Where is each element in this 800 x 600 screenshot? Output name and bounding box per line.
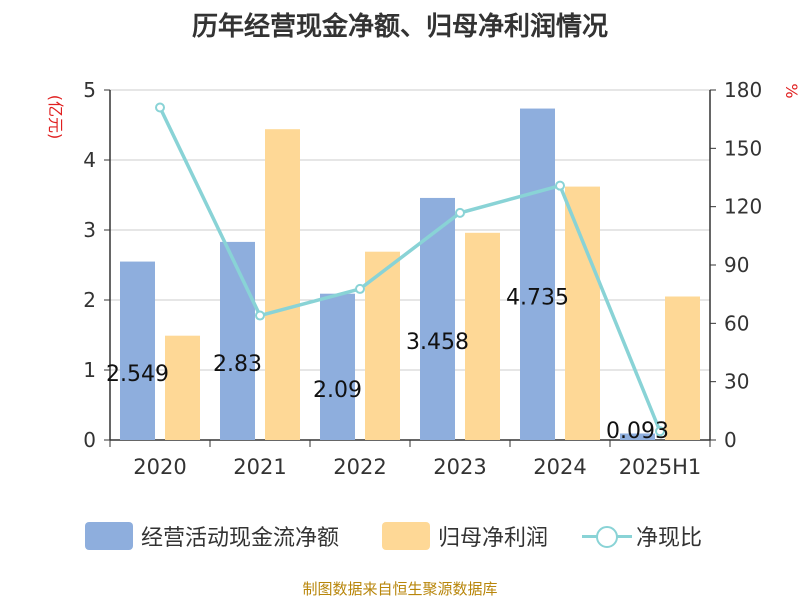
legend-item-profit[interactable]: 归母净利润 — [382, 518, 548, 554]
bar-cash — [520, 108, 555, 441]
y-right-tick-label: 150 — [724, 136, 762, 160]
bar-cash — [620, 433, 655, 440]
legend-item-ratio[interactable]: 净现比 — [582, 518, 702, 554]
bar-profit — [565, 186, 600, 440]
y-right-tick-label: 90 — [724, 253, 749, 277]
data-label-cash: 4.735 — [506, 285, 569, 310]
chart-svg: 0 1 2 3 4 5 0 30 60 90 120 150 180 2020 2021 2022 2023 20… — [46, 78, 800, 479]
legend-label-profit: 归母净利润 — [438, 526, 549, 551]
data-labels: 2.549 2.83 2.09 3.458 4.735 0.093 — [106, 285, 669, 444]
bar-cash — [420, 197, 455, 440]
bar-cash — [120, 261, 155, 440]
bar-profit — [365, 251, 400, 440]
bar-cash — [320, 293, 355, 440]
data-label-cash: 0.093 — [606, 419, 669, 444]
y-right-tick-label: 30 — [724, 370, 749, 394]
legend-item-cash[interactable]: 经营活动现金流净额 — [85, 518, 339, 554]
legend-label-ratio: 净现比 — [636, 526, 703, 551]
data-label-cash: 2.83 — [213, 352, 262, 377]
ratio-polyline — [158, 106, 662, 432]
legend-swatch-cash — [85, 522, 133, 550]
legend: 经营活动现金流净额 归母净利润 净现比 — [0, 518, 800, 554]
bars — [120, 108, 700, 441]
ratio-point — [655, 426, 665, 437]
x-tick-label: 2025H1 — [619, 455, 702, 479]
y-axis-left-label: (亿元) — [46, 95, 65, 140]
data-label-cash: 3.458 — [406, 330, 469, 355]
legend-swatch-profit — [382, 522, 430, 550]
y-right-tick-label: 60 — [724, 311, 749, 335]
x-tick-label: 2022 — [333, 455, 386, 479]
y-left-tick-label: 2 — [83, 288, 96, 312]
chart-title: 历年经营现金净额、归母净利润情况 — [191, 12, 608, 42]
y-left-tick-label: 5 — [83, 78, 96, 102]
ratio-point — [355, 283, 365, 294]
x-tick-label: 2024 — [533, 455, 586, 479]
gridlines — [110, 89, 710, 371]
data-label-cash: 2.549 — [106, 362, 169, 387]
ratio-point — [155, 102, 165, 113]
legend-label-cash: 经营活动现金流净额 — [141, 526, 340, 551]
y-left-tick-label: 1 — [83, 358, 96, 382]
x-tick-label: 2023 — [433, 455, 486, 479]
y-right-tick-label: 180 — [724, 78, 762, 102]
bar-profit — [665, 296, 700, 440]
ratio-point — [555, 180, 565, 191]
x-tick-label: 2020 — [133, 455, 186, 479]
y-right-tick-label: 120 — [724, 195, 762, 219]
bar-cash — [220, 241, 255, 440]
y-left-tick-label: 3 — [83, 218, 96, 242]
bar-profit — [465, 232, 500, 440]
ratio-point — [255, 310, 265, 321]
x-tick-label: 2021 — [233, 455, 286, 479]
ratio-line — [155, 102, 665, 437]
bar-profit — [265, 129, 300, 440]
y-axis-right-label: % — [782, 83, 800, 98]
y-right-tick-label: 0 — [724, 428, 737, 452]
y-left-tick-label: 4 — [83, 148, 96, 172]
data-label-cash: 2.09 — [313, 378, 362, 403]
data-source: 制图数据来自恒生聚源数据库 — [302, 580, 498, 598]
y-left-tick-label: 0 — [83, 428, 96, 452]
bar-profit — [165, 335, 200, 440]
ratio-point — [455, 207, 465, 218]
axes: 0 1 2 3 4 5 0 30 60 90 120 150 180 2020 2021 2022 2023 20… — [83, 78, 762, 479]
legend-swatch-ratio — [582, 522, 632, 550]
